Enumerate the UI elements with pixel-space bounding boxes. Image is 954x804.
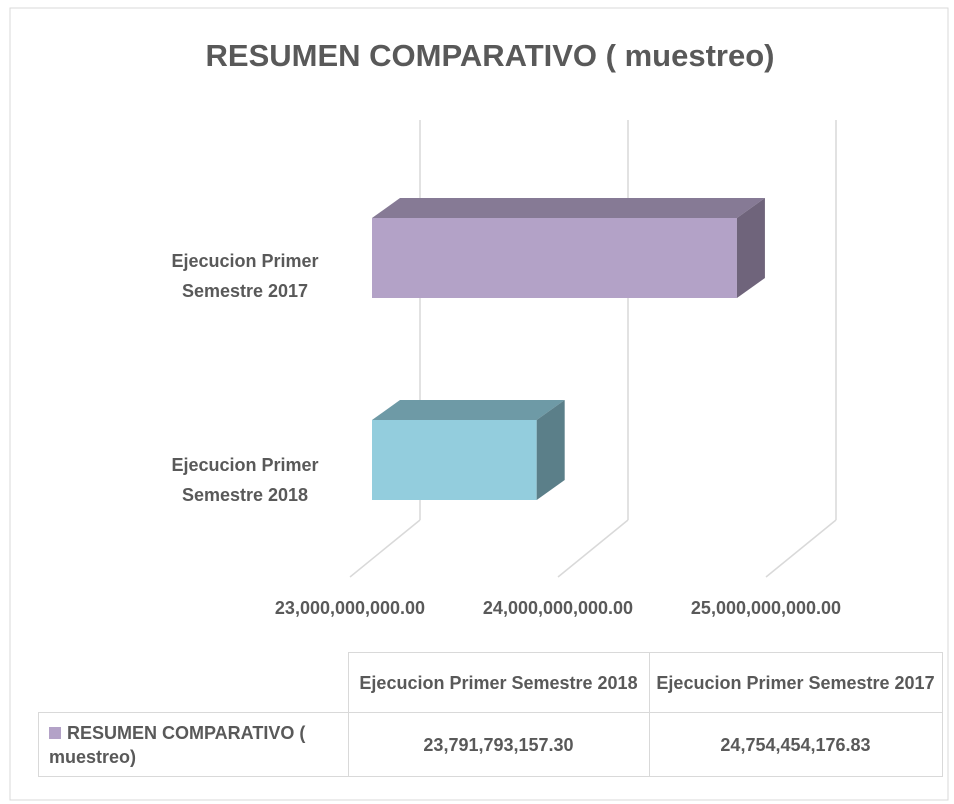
bar-top <box>372 400 565 420</box>
bar-side <box>536 400 565 500</box>
table-header: Ejecucion Primer Semestre 2017 <box>648 652 943 713</box>
table-header: Ejecucion Primer Semestre 2018 <box>347 652 650 713</box>
bar <box>372 420 537 500</box>
data-table: Ejecucion Primer Semestre 2018 Ejecucion… <box>38 652 943 777</box>
x-tick-label: 23,000,000,000.00 <box>275 598 425 618</box>
legend-label: RESUMEN COMPARATIVO ( muestreo) <box>49 722 306 767</box>
bar-side <box>736 198 765 298</box>
table-value: 24,754,454,176.83 <box>648 712 943 777</box>
bar-top <box>372 198 765 218</box>
table-value: 23,791,793,157.30 <box>347 712 650 777</box>
x-tick-label: 24,000,000,000.00 <box>483 598 633 618</box>
grid-line <box>557 519 629 578</box>
legend-key <box>49 726 61 739</box>
y-tick-label: Ejecucion Primer Semestre 2017 <box>171 251 319 301</box>
grid-line <box>349 519 421 578</box>
x-tick-label: 25,000,000,000.00 <box>691 598 841 618</box>
chart-border <box>9 7 949 801</box>
bar <box>372 218 737 298</box>
grid-line <box>765 519 837 578</box>
chart-title: RESUMEN COMPARATIVO ( muestreo) <box>206 38 775 73</box>
y-tick-label: Ejecucion Primer Semestre 2018 <box>171 455 319 505</box>
